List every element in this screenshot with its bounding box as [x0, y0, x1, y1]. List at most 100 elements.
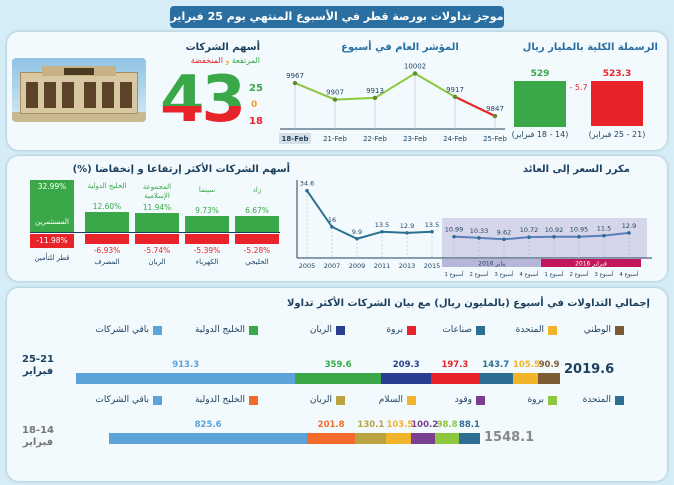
volume-week2-label: 18-14 فبراير — [22, 425, 54, 448]
pe-value-label: 10.33 — [470, 227, 489, 235]
loser-bar — [135, 234, 179, 244]
pe-jan-label: يناير 2016 — [478, 261, 506, 268]
market-cap-change: - 5.7 — [569, 83, 588, 92]
loser-value: -5.28% — [243, 246, 271, 255]
loser-bar — [85, 234, 129, 244]
volume-segment-value: 88.1 — [458, 420, 480, 430]
companies-down: 18 — [249, 116, 263, 127]
pe-value-label: 10.95 — [570, 226, 589, 234]
loser-value: -11.98% — [36, 236, 68, 245]
market-cap-value-week2: 523.3 — [602, 69, 632, 79]
legend-item: الريان — [273, 395, 345, 405]
legend-swatch — [615, 395, 624, 405]
legend-swatch — [548, 325, 557, 335]
companies-total: 43 — [160, 63, 246, 137]
legend-swatch — [153, 325, 162, 335]
pe-ratio-chart: 34.6 16 9.9 13.5 12.9 13.5 10.99 10.33 9.62 10.72… — [296, 180, 652, 278]
pe-year-tick: 2009 — [349, 262, 366, 270]
pe-point — [577, 234, 581, 239]
pe-year-tick: 2015 — [424, 262, 441, 270]
volume-segment — [381, 373, 432, 384]
pe-year-tick: 2005 — [299, 262, 316, 270]
volume-segment-value: 825.6 — [194, 420, 222, 430]
pe-jan-band — [442, 259, 541, 267]
bottom-panel — [7, 288, 667, 481]
companies-flat: 0 — [251, 100, 258, 110]
loser-bar — [235, 234, 279, 244]
gainer-value: 9.73% — [195, 206, 219, 215]
pe-point — [477, 236, 481, 240]
loser-value: -5.74% — [143, 246, 171, 255]
index-point — [412, 71, 418, 76]
volume-segment — [109, 433, 307, 444]
loser-bar — [30, 234, 74, 248]
gainer-bar — [135, 213, 179, 232]
legend-swatch — [615, 325, 624, 335]
pe-point — [355, 236, 359, 241]
gainer-name: المجموعة الإسلامية — [142, 183, 172, 201]
index-point — [332, 97, 338, 102]
legend-item: وقود — [413, 395, 485, 405]
volume-week2-total: 1548.1 — [484, 430, 535, 445]
pe-feb-band — [541, 259, 641, 267]
index-value-label: 9907 — [326, 89, 344, 97]
pe-value-label: 13.5 — [425, 221, 439, 229]
index-point — [452, 94, 458, 100]
pe-value-label: 34.6 — [300, 180, 314, 188]
pe-point — [405, 231, 409, 235]
legend-item: الريان — [273, 325, 345, 335]
volume-segment — [435, 433, 459, 444]
volume-segment — [76, 373, 296, 384]
volume-segment — [411, 433, 436, 444]
volume-segment-value: 100.2 — [411, 420, 439, 430]
volume-segment — [295, 373, 382, 384]
legend-swatch — [249, 325, 258, 335]
index-value-label: 9967 — [286, 72, 304, 80]
volume-segment-value: 143.7 — [482, 360, 510, 370]
pe-year-tick: 2007 — [324, 262, 341, 270]
pe-point — [305, 188, 309, 193]
index-x-tick: 22-Feb — [363, 135, 387, 143]
legend-label: الوطني — [583, 325, 611, 335]
pe-point — [602, 233, 606, 238]
legend-item: الخليج الدولية — [186, 395, 258, 405]
legend-label: صناعات — [442, 325, 472, 335]
legend-label: باقي الشركات — [95, 325, 149, 335]
pe-value-label: 11.5 — [597, 225, 611, 233]
market-cap-period-week2: (21 - 25 فبراير) — [588, 130, 646, 139]
index-point — [292, 80, 298, 86]
volume-segment — [512, 373, 539, 384]
loser-name: الريان — [148, 258, 166, 266]
volume-segment-value: 359.6 — [324, 360, 352, 370]
volume-segment-value: 201.8 — [317, 420, 345, 430]
pe-year-tick: 2013 — [399, 262, 416, 270]
volume-segment — [431, 373, 479, 384]
companies-subtitle: المرتفعة و المنخفضة — [160, 56, 260, 65]
stock-exchange-building-illustration — [12, 58, 146, 122]
volume-segment-value: 90.9 — [538, 360, 560, 370]
volume-week1-total: 2019.6 — [564, 362, 615, 377]
companies-total-text: 43 — [160, 63, 246, 137]
pe-chart-title: مكرر السعر إلى العائد — [522, 164, 630, 175]
volume-week1-label: 25-21 فبراير — [22, 354, 54, 377]
index-point — [372, 95, 378, 101]
volume-segment — [458, 433, 480, 444]
pe-point — [552, 234, 556, 239]
legend-label: بروة — [527, 395, 544, 405]
pe-point — [627, 231, 631, 235]
legend-label: المتحدة — [582, 395, 611, 405]
pe-year-tick: 2011 — [374, 262, 391, 270]
legend-swatch — [407, 395, 416, 405]
legend-swatch — [407, 325, 416, 335]
index-x-tick: 18-Feb — [282, 135, 309, 143]
pe-value-label: 16 — [328, 216, 336, 224]
legend-label: الخليج الدولية — [194, 395, 245, 405]
pe-point — [452, 234, 456, 239]
gainer-bar — [85, 212, 129, 232]
volume-segment — [386, 433, 412, 444]
legend-label: باقي الشركات — [95, 395, 149, 405]
gainer-name: سينما — [198, 186, 216, 194]
legend-label: المتحدة — [515, 325, 544, 335]
legend-label: الخليج الدولية — [194, 325, 245, 335]
movers-unit: (%) — [72, 164, 92, 175]
